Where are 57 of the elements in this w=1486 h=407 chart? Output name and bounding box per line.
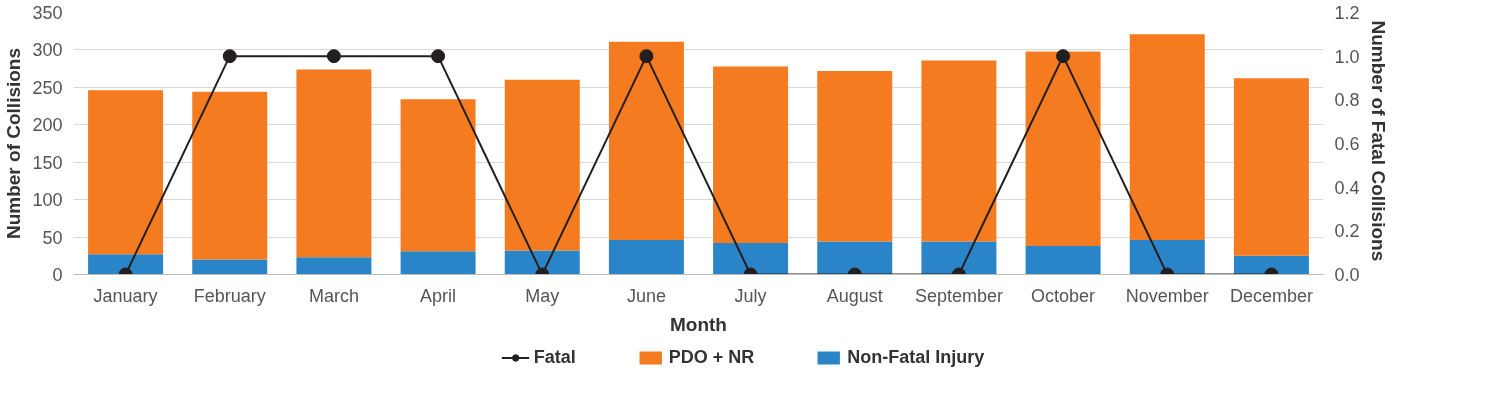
bar (88, 254, 164, 275)
x-tick-label: October (1031, 285, 1096, 306)
bar (921, 60, 997, 242)
y-tick-label: 0 (52, 265, 63, 285)
x-tick-label: March (308, 285, 359, 306)
bar (88, 90, 164, 255)
bar (1129, 240, 1205, 275)
bar (1129, 34, 1205, 241)
y2-tick-label: 1.2 (1334, 3, 1360, 23)
x-tick-label: September (914, 285, 1003, 306)
y2-tick-label: 0.8 (1334, 90, 1360, 111)
legend-label: Non-Fatal Injury (847, 346, 985, 368)
y-tick-label: 250 (32, 77, 63, 98)
x-tick-label: November (1125, 285, 1209, 306)
bar (192, 91, 268, 260)
y-tick-label: 350 (32, 3, 63, 23)
x-tick-label: January (93, 285, 158, 306)
x-tick-label: July (734, 285, 767, 306)
bar (713, 243, 789, 275)
y2-tick-label: 1.0 (1334, 46, 1360, 67)
y2-tick-label: 0.4 (1334, 177, 1360, 198)
x-tick-label: April (420, 285, 457, 306)
bar (713, 66, 789, 244)
y2-tick-label: 0.2 (1334, 221, 1360, 242)
bar (192, 259, 268, 275)
y2-tick-label: 0.6 (1334, 134, 1360, 154)
x-tick-label: May (525, 285, 560, 306)
x-axis-title: Month (670, 313, 727, 335)
bar (400, 99, 476, 252)
y-tick-label: 300 (32, 40, 63, 61)
bar (1233, 78, 1309, 256)
bar (1233, 255, 1309, 275)
bar (504, 79, 580, 251)
bar (296, 257, 372, 275)
y-tick-label: 50 (42, 227, 63, 248)
y-tick-label: 200 (32, 115, 63, 136)
y2-axis-title: Number of Fatal Collisions (1367, 20, 1389, 262)
y-tick-label: 100 (32, 190, 63, 211)
x-tick-label: August (826, 285, 883, 306)
bar (400, 251, 476, 275)
bar (504, 250, 580, 275)
bar (1025, 51, 1101, 247)
y2-tick-label: 0.0 (1334, 265, 1360, 285)
y-axis-title: Number of Collisions (3, 47, 25, 240)
bar (921, 241, 997, 275)
bar (817, 70, 893, 242)
y-tick-label: 150 (32, 152, 63, 173)
bar (817, 241, 893, 275)
x-tick-label: June (626, 285, 666, 306)
legend-label: PDO + NR (668, 346, 755, 368)
bar (608, 41, 684, 241)
legend-label: Fatal (533, 346, 576, 368)
bar (1025, 246, 1101, 275)
x-tick-label: February (193, 285, 266, 306)
bar (296, 69, 372, 258)
x-tick-label: December (1229, 285, 1313, 306)
bar (608, 240, 684, 275)
